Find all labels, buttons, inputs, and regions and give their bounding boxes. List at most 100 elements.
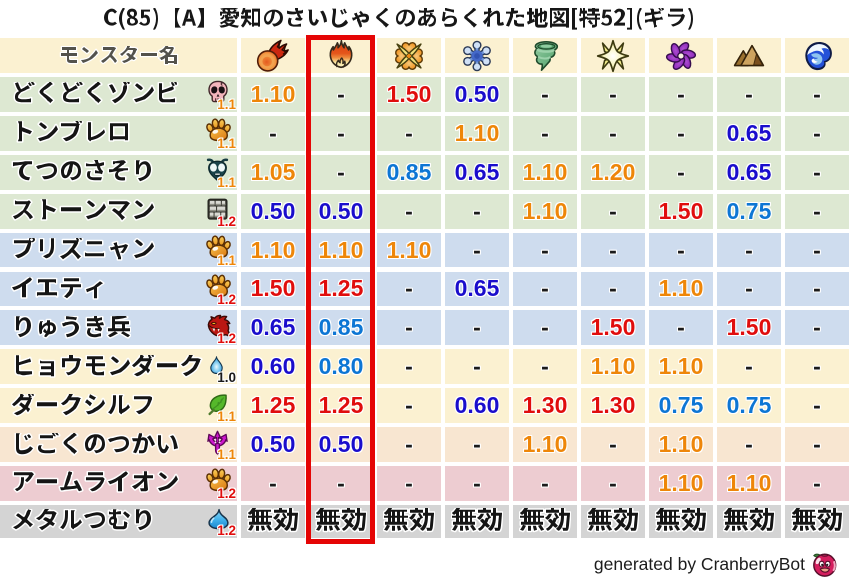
highlight-rectangle	[305, 34, 375, 544]
multiplier-cell: -	[785, 154, 849, 190]
multiplier-cell: 1.20	[581, 154, 645, 190]
monster-name-header: モンスター名	[0, 38, 237, 73]
immune-label: 無効	[247, 508, 299, 533]
multiplier-cell: 1.10	[445, 115, 509, 151]
multiplier-cell: 1.10	[377, 232, 441, 268]
multiplier-cell: 1.10	[513, 154, 577, 190]
multiplier-cell: 0.65	[445, 154, 509, 190]
multiplier-cell: -	[649, 154, 713, 190]
multiplier-cell: -	[513, 349, 577, 385]
weakness-table: モンスター名 どくどくゾンビ 1.1 1.10-1.500.50----- トン…	[0, 38, 849, 538]
multiplier-cell: 1.10	[649, 349, 713, 385]
cranberry-bot-icon	[811, 551, 838, 578]
multiplier-cell: -	[241, 115, 305, 151]
immune-label: 無効	[383, 508, 435, 533]
rank-badge: 1.1	[217, 175, 236, 191]
multiplier-cell: 1.25	[309, 388, 373, 424]
multiplier-cell: -	[581, 427, 645, 462]
immune-label: 無効	[791, 508, 843, 533]
multiplier-cell: 1.30	[513, 388, 577, 424]
monster-name: イエティ	[11, 276, 105, 300]
monster-name-cell: ヒョウモンダーク 1.0	[0, 349, 237, 385]
multiplier-cell: -	[309, 154, 373, 190]
rank-badge: 1.2	[217, 486, 236, 502]
multiplier-cell: 1.10	[649, 271, 713, 307]
immune-label: 無効	[451, 508, 503, 533]
multiplier-cell: 無効	[785, 504, 849, 538]
multiplier-cell: -	[717, 349, 781, 385]
element-column-header-fireball	[241, 38, 305, 73]
multiplier-cell: -	[649, 77, 713, 112]
monster-name: じごくのつかい	[14, 432, 179, 456]
rank-badge: 1.2	[217, 214, 236, 230]
multiplier-cell: -	[445, 310, 509, 346]
monster-name: アームライオン	[12, 471, 179, 494]
multiplier-cell: -	[785, 115, 849, 151]
rank-badge: 1.2	[217, 330, 236, 346]
multiplier-cell: 0.50	[309, 427, 373, 462]
multiplier-cell: -	[581, 193, 645, 229]
multiplier-cell: -	[649, 115, 713, 151]
multiplier-cell: -	[377, 271, 441, 307]
multiplier-cell: 1.50	[377, 77, 441, 112]
multiplier-cell: -	[785, 310, 849, 346]
multiplier-cell: 1.10	[241, 77, 305, 112]
multiplier-cell: -	[717, 232, 781, 268]
multiplier-cell: 1.50	[581, 310, 645, 346]
multiplier-cell: 無効	[309, 504, 373, 538]
snowflake-icon	[460, 39, 494, 73]
multiplier-cell: 無効	[445, 504, 509, 538]
multiplier-cell: -	[581, 77, 645, 112]
tornado-icon	[528, 39, 562, 73]
monster-name-cell: ダークシルフ 1.1	[0, 388, 237, 424]
monster-name: りゅうき兵	[14, 315, 131, 339]
multiplier-cell: -	[377, 388, 441, 424]
multiplier-cell: 無効	[649, 504, 713, 538]
page-title: C(85)【A】愛知のさいじゃくのあらくれた地図[特52](ギラ)	[103, 8, 693, 30]
multiplier-cell: 1.10	[513, 193, 577, 229]
monster-name-cell: トンブレロ 1.1	[0, 115, 237, 152]
multiplier-cell: 無効	[581, 504, 645, 538]
multiplier-cell: 0.85	[309, 310, 373, 346]
multiplier-cell: 0.65	[445, 271, 509, 307]
monster-name: ダークシルフ	[11, 393, 154, 417]
multiplier-cell: -	[649, 232, 713, 268]
multiplier-cell: -	[445, 193, 509, 229]
multiplier-cell: -	[581, 115, 645, 151]
multiplier-cell: -	[377, 310, 441, 346]
multiplier-cell: 1.10	[581, 349, 645, 385]
monster-name: ストーンマン	[11, 199, 155, 222]
credit-line: generated by CranberryBot	[594, 551, 838, 578]
multiplier-cell: -	[513, 115, 577, 151]
rank-badge: 1.1	[217, 447, 236, 463]
multiplier-cell: -	[513, 466, 577, 501]
immune-label: 無効	[655, 508, 707, 533]
multiplier-cell: 1.10	[513, 427, 577, 462]
multiplier-cell: 1.50	[241, 271, 305, 307]
monster-name: ヒョウモンダーク	[14, 354, 203, 378]
multiplier-cell: -	[785, 271, 849, 307]
multiplier-cell: -	[513, 310, 577, 346]
multiplier-cell: -	[377, 466, 441, 501]
multiplier-cell: 1.50	[649, 193, 713, 229]
multiplier-cell: -	[241, 466, 305, 501]
multiplier-cell: -	[513, 232, 577, 268]
monster-name-cell: ストーンマン 1.2	[0, 193, 237, 230]
wave-icon	[800, 39, 834, 73]
multiplier-cell: -	[649, 310, 713, 346]
rank-badge: 1.1	[217, 252, 236, 268]
monster-name: てつのさそり	[11, 160, 153, 183]
multiplier-cell: 0.65	[717, 154, 781, 190]
multiplier-cell: -	[785, 388, 849, 424]
multiplier-cell: 0.65	[717, 115, 781, 151]
multiplier-cell: 1.30	[581, 388, 645, 424]
multiplier-cell: -	[717, 77, 781, 112]
multiplier-cell: 1.25	[309, 271, 373, 307]
monster-name: メタルつむり	[11, 509, 153, 533]
multiplier-cell: -	[445, 427, 509, 462]
multiplier-cell: 0.75	[717, 388, 781, 424]
mountain-icon	[732, 39, 766, 73]
element-column-header-wave	[785, 38, 849, 73]
rank-badge: 1.1	[217, 136, 236, 152]
element-column-header-flame	[309, 38, 373, 73]
